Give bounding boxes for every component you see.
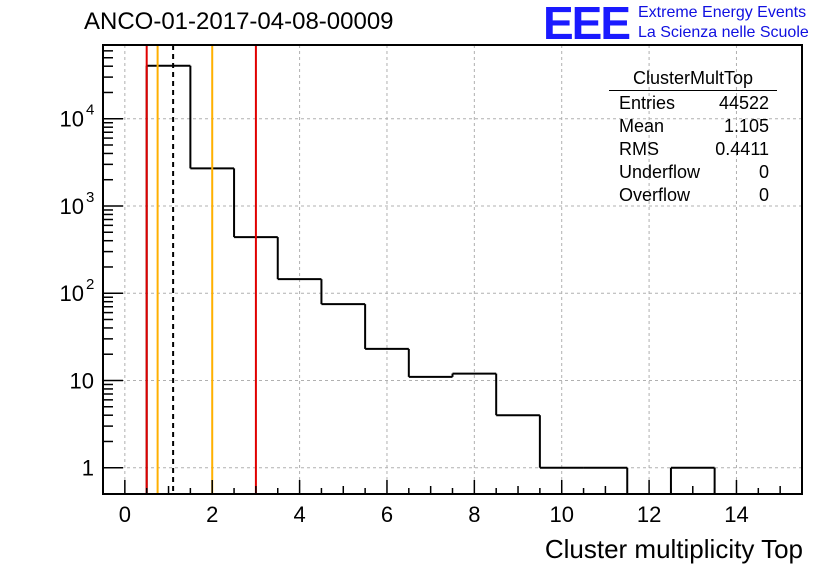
- x-tick-label: 12: [637, 502, 661, 527]
- grid-lines: [103, 45, 802, 494]
- y-tick-exponent: 3: [86, 189, 94, 206]
- stats-row-underflow: Underflow 0: [609, 161, 777, 184]
- x-tick-label: 4: [293, 502, 305, 527]
- y-tick-label: 1: [82, 456, 94, 481]
- stats-label: RMS: [619, 139, 659, 159]
- y-tick-label: 10: [60, 107, 84, 132]
- x-tick-label: 6: [381, 502, 393, 527]
- x-tick-label: 8: [468, 502, 480, 527]
- y-tick-label: 10: [60, 194, 84, 219]
- stats-value: 0.4411: [715, 139, 769, 159]
- x-axis-label: Cluster multiplicity Top: [544, 534, 803, 564]
- x-tick-label: 10: [549, 502, 573, 527]
- stats-label: Underflow: [619, 162, 701, 182]
- y-tick-exponent: 4: [86, 102, 94, 119]
- stats-label: Overflow: [619, 185, 691, 205]
- stats-value: 1.105: [723, 116, 769, 136]
- y-tick-exponent: 2: [86, 276, 94, 293]
- stats-row-overflow: Overflow 0: [609, 184, 777, 207]
- marker-lines: [145, 45, 257, 494]
- y-tick-label: 10: [60, 281, 84, 306]
- stats-label: Mean: [619, 116, 665, 136]
- stats-box: ClusterMultTop Entries 44522 Mean 1.105 …: [609, 68, 777, 207]
- stats-value: 0: [758, 162, 769, 182]
- x-tick-label: 14: [724, 502, 748, 527]
- x-tick-label: 2: [206, 502, 218, 527]
- stats-label: Entries: [619, 93, 676, 113]
- logo-line-2: La Scienza nelle Scuole: [638, 24, 809, 41]
- stats-row-entries: Entries 44522: [609, 92, 777, 115]
- x-tick-label: 0: [119, 502, 131, 527]
- stats-box-title: ClusterMultTop: [609, 68, 777, 91]
- y-tick-label: 10: [70, 368, 94, 393]
- logo-line-1: Extreme Energy Events: [638, 4, 807, 21]
- stats-row-rms: RMS 0.4411: [609, 138, 777, 161]
- stats-value: 44522: [718, 93, 769, 113]
- eee-logo: EEE: [543, 0, 631, 49]
- stats-value: 0: [758, 185, 769, 205]
- stats-row-mean: Mean 1.105: [609, 115, 777, 138]
- chart-title: ANCO-01-2017-04-08-00009: [84, 8, 394, 35]
